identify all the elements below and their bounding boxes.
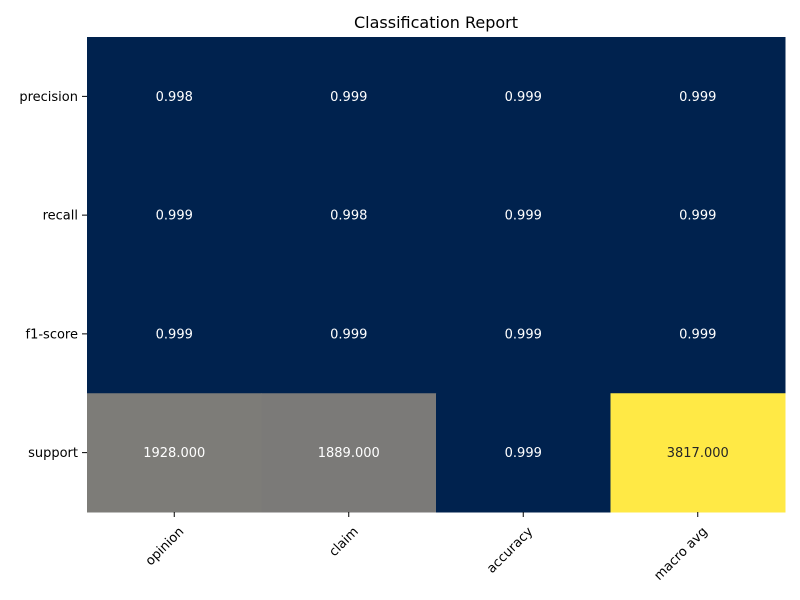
- y-tick-label: support: [28, 446, 78, 461]
- y-tick-labels: precision recall f1-score support: [19, 90, 87, 461]
- heatmap-cell-precision-accuracy: [436, 37, 611, 157]
- x-tick-labels: opinion claim accuracy macro avg: [143, 512, 711, 584]
- cell-value-label: 0.998: [156, 90, 193, 105]
- chart-title: Classification Report: [354, 13, 518, 32]
- heatmap-cell-f1-score-accuracy: [436, 274, 611, 394]
- x-tick-label: opinion: [143, 524, 187, 568]
- y-tick-label: recall: [43, 209, 78, 224]
- heatmap-cell-f1-score-opinion: [87, 274, 262, 394]
- heatmap-cell-support-macro-avg: [610, 393, 786, 513]
- x-tick-label: claim: [326, 524, 361, 559]
- heatmap-cell-f1-score-claim: [261, 274, 437, 394]
- cell-value-label: 0.999: [505, 90, 542, 105]
- heatmap-cell-recall-macro-avg: [610, 155, 786, 275]
- cell-value-label: 0.999: [505, 327, 542, 342]
- cell-value-label: 3817.000: [667, 446, 729, 461]
- heatmap-cell-support-opinion: [87, 393, 262, 513]
- heatmap-cell-precision-macro-avg: [610, 37, 786, 157]
- cell-value-label: 0.999: [156, 327, 193, 342]
- heatmap-cell-support-accuracy: [436, 393, 611, 513]
- cell-value-label: 1928.000: [143, 446, 205, 461]
- cell-value-label: 1889.000: [318, 446, 380, 461]
- cell-value-label: 0.999: [156, 209, 193, 224]
- cell-value-label: 0.998: [330, 209, 367, 224]
- x-tick-label: accuracy: [484, 524, 536, 576]
- heatmap-cell-recall-opinion: [87, 155, 262, 275]
- heatmap-cell-precision-opinion: [87, 37, 262, 157]
- cell-value-label: 0.999: [330, 327, 367, 342]
- cell-value-label: 0.999: [505, 446, 542, 461]
- x-tick-label: macro avg: [652, 524, 711, 583]
- y-tick-label: f1-score: [26, 327, 78, 342]
- heatmap-cell-f1-score-macro-avg: [610, 274, 786, 394]
- heatmap-cell-precision-claim: [261, 37, 437, 157]
- heatmap-cell-support-claim: [261, 393, 437, 513]
- heatmap-cell-recall-accuracy: [436, 155, 611, 275]
- heatmap-cells: 0.998 0.999 0.999 0.999 0.999 0.998 0.999 0.999…: [87, 37, 786, 513]
- cell-value-label: 0.999: [679, 327, 716, 342]
- cell-value-label: 0.999: [505, 209, 542, 224]
- cell-value-label: 0.999: [679, 90, 716, 105]
- cell-value-label: 0.999: [330, 90, 367, 105]
- cell-value-label: 0.999: [679, 209, 716, 224]
- heatmap-cell-recall-claim: [261, 155, 437, 275]
- y-tick-label: precision: [19, 90, 78, 105]
